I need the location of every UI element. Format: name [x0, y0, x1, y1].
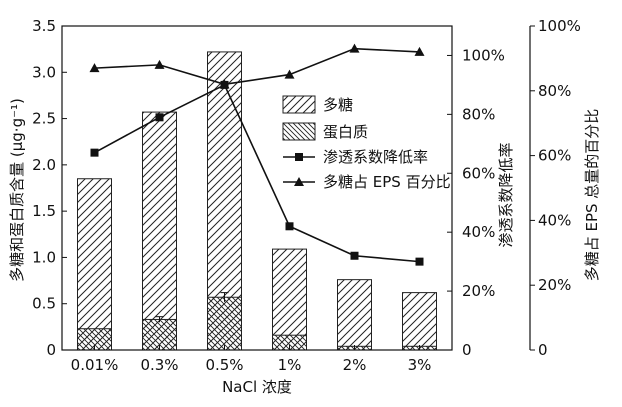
- legend-marker-triangle: [294, 177, 304, 186]
- y-left-tick-label: 3.0: [32, 63, 56, 81]
- legend-marker-square: [295, 153, 303, 161]
- lines-layer: [89, 43, 425, 266]
- x-tick-label: 1%: [278, 356, 302, 374]
- x-tick-label: 3%: [408, 356, 432, 374]
- x-tick-label: 0.01%: [71, 356, 119, 374]
- y-right2-tick-label: 100%: [538, 17, 581, 35]
- y-left-tick-label: 0: [46, 341, 56, 359]
- y-right1-tick-label: 20%: [462, 282, 495, 300]
- y-left-tick-label: 2.0: [32, 156, 56, 174]
- y-right1-axis-title: 渗透系数降低率: [497, 142, 515, 247]
- bars-layer: [77, 51, 437, 351]
- legend-swatch-protein: [282, 122, 316, 141]
- permeability-point: [415, 257, 424, 266]
- y-left-tick-label: 1.5: [32, 202, 56, 220]
- axes-layer: 0 0.5 1.0 1.5 2.0 2.5 3.0 3.5 0 20% 40% 60% 80% 100% 0…: [32, 17, 581, 374]
- legend-label-polysaccharide: 多糖: [323, 96, 353, 114]
- y-right2-tick-label: 80%: [538, 82, 571, 100]
- y-right1-tick-label: 100%: [462, 46, 505, 64]
- y-right1-tick-label: 40%: [462, 223, 495, 241]
- permeability-point: [350, 251, 359, 260]
- y-left-tick-label: 0.5: [32, 295, 56, 313]
- polysaccharide-bar: [142, 111, 177, 351]
- polysaccharide-bar: [272, 248, 307, 351]
- y-right2-tick-label: 60%: [538, 147, 571, 165]
- polysaccharide-bar: [402, 292, 437, 351]
- y-right2-tick-label: 20%: [538, 276, 571, 294]
- permeability-line: [94, 83, 420, 263]
- legend-label-protein: 蛋白质: [323, 123, 368, 141]
- protein-bar: [207, 296, 242, 351]
- polysaccharide-bar: [77, 178, 112, 351]
- x-tick-label: 0.3%: [140, 356, 178, 374]
- permeability-point: [155, 113, 164, 122]
- y-right2-axis-title: 多糖占 EPS 总量的百分比: [583, 109, 601, 282]
- y-left-tick-label: 2.5: [32, 110, 56, 128]
- permeability-point: [285, 222, 294, 231]
- legend: 多糖 蛋白质 渗透系数降低率 多糖占 EPS 百分比: [282, 95, 451, 191]
- legend-swatch-polysaccharide: [282, 95, 316, 114]
- polysaccharide-bar: [337, 279, 372, 351]
- polysaccharide-pct-point: [284, 69, 295, 79]
- protein-bar: [142, 318, 177, 351]
- y-right1-tick-label: 0: [462, 341, 472, 359]
- y-left-tick-label: 3.5: [32, 17, 56, 35]
- polysaccharide-pct-point: [219, 79, 230, 89]
- polysaccharide-pct-point: [89, 63, 100, 73]
- polysaccharide-pct-line: [94, 47, 420, 86]
- y-left-tick-label: 1.0: [32, 248, 56, 266]
- polysaccharide-pct-point: [154, 59, 165, 69]
- y-right2-tick-label: 40%: [538, 211, 571, 229]
- y-right1-tick-label: 80%: [462, 105, 495, 123]
- x-axis-title: NaCl 浓度: [222, 378, 292, 396]
- x-tick-label: 0.5%: [205, 356, 243, 374]
- x-tick-label: 2%: [343, 356, 367, 374]
- polysaccharide-pct-point: [349, 43, 360, 53]
- plot-frame: [61, 25, 453, 351]
- legend-label-permeability: 渗透系数降低率: [323, 148, 428, 166]
- y-right2-tick-label: 0: [538, 341, 548, 359]
- y-left-axis-title: 多糖和蛋白质含量 (μg·g⁻¹): [8, 98, 26, 282]
- permeability-point: [90, 148, 99, 157]
- legend-label-polysaccharide-pct: 多糖占 EPS 百分比: [323, 173, 451, 191]
- polysaccharide-pct-point: [414, 46, 425, 56]
- y-right1-tick-label: 60%: [462, 164, 495, 182]
